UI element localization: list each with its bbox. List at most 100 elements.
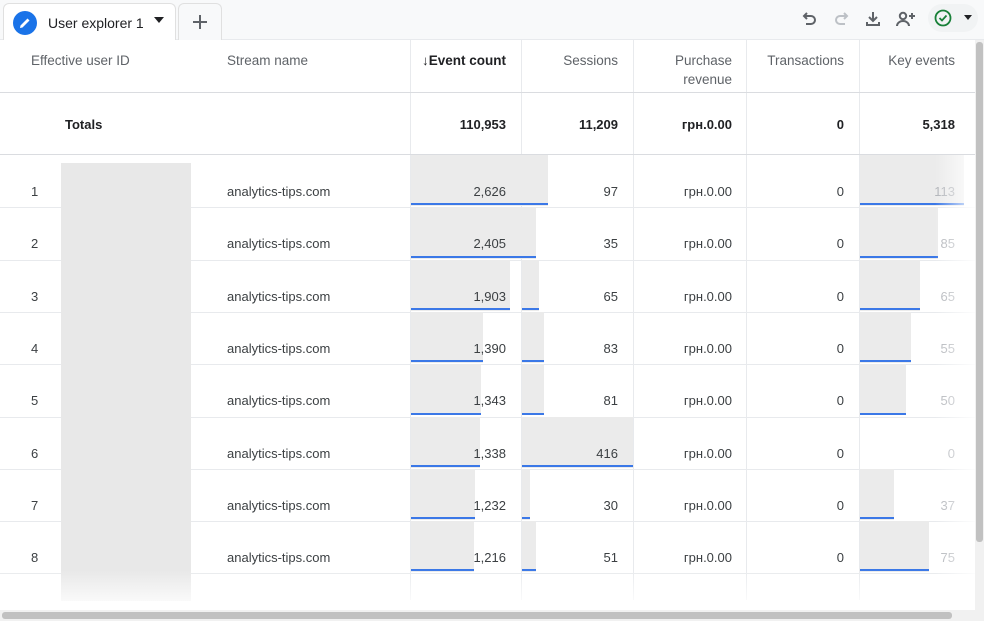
header-line: revenue [683,72,732,87]
sessions-value: 65 [603,288,618,304]
sessions-bar-line [522,307,539,310]
tab-bar: User explorer 1 [0,0,984,40]
stream-name[interactable]: analytics-tips.com [227,340,331,356]
event-count-bar [411,468,475,521]
add-tab-button[interactable] [178,3,222,40]
pencil-icon[interactable] [13,11,37,35]
column-header-sessions[interactable]: Sessions [563,53,618,68]
transactions-value: 0 [836,340,844,356]
key-events-bar-line [860,203,964,206]
status-menu-button[interactable] [928,4,978,32]
purchase-revenue-value: грн.0.00 [683,236,732,252]
row-index: 1 [31,184,39,199]
row-divider [0,521,975,522]
key-events-bar [860,259,920,311]
redo-button[interactable] [829,6,855,32]
stream-name[interactable]: analytics-tips.com [227,497,331,513]
plus-icon [193,15,207,29]
purchase-revenue-value: грн.0.00 [683,445,732,461]
horizontal-scrollbar-thumb[interactable] [2,612,952,619]
header-line: Purchase [674,53,732,68]
stream-name[interactable]: analytics-tips.com [227,550,331,566]
column-divider [859,40,860,600]
sessions-bar-line [522,203,548,206]
totals-sessions: 11,209 [578,117,618,132]
undo-button[interactable] [796,6,822,32]
check-circle-icon [934,9,952,27]
totals-transactions: 0 [836,117,844,132]
sessions-value: 97 [603,184,618,199]
transactions-value: 0 [836,236,844,252]
redacted-user-ids [61,163,191,601]
stream-name[interactable]: analytics-tips.com [227,445,331,461]
column-header-event-count[interactable]: ↓Event count [421,53,506,68]
download-button[interactable] [860,6,886,32]
column-header-transactions[interactable]: Transactions [767,53,844,68]
stream-name[interactable]: analytics-tips.com [227,288,331,304]
sessions-bar-line [522,360,544,363]
purchase-revenue-value: грн.0.00 [683,288,732,304]
row-divider [0,364,975,365]
event-count-bar-line [411,360,483,363]
sessions-value: 83 [603,340,618,356]
tab-label: User explorer 1 [48,15,144,31]
column-header-user-id[interactable]: Effective user ID [31,53,130,68]
totals-divider [0,154,975,155]
event-count-bar [411,311,483,364]
stream-name[interactable]: analytics-tips.com [227,393,331,409]
column-divider [410,40,411,600]
row-index: 2 [31,236,39,252]
sessions-bar [522,155,548,207]
transactions-value: 0 [836,497,844,513]
row-index: 4 [31,340,39,356]
event-count-value: 1,338 [473,445,506,461]
key-events-bar [860,207,938,259]
event-count-value: 1,390 [473,340,506,356]
column-divider [746,40,747,600]
key-events-bar [860,311,911,364]
event-count-bar [411,207,536,259]
column-header-key-events[interactable]: Key events [888,53,955,68]
sessions-bar [522,416,633,468]
key-events-bar-line [860,255,938,258]
sessions-bar-line [522,412,544,415]
vertical-scrollbar-thumb[interactable] [976,42,983,542]
column-header-purchase-revenue[interactable]: Purchase revenue [633,51,732,89]
horizontal-scrollbar[interactable] [0,610,984,621]
row-index: 5 [31,393,39,409]
totals-key-events: 5,318 [922,117,955,132]
transactions-value: 0 [836,550,844,566]
totals-label: Totals [65,117,103,132]
sessions-bar [522,207,531,259]
row-index: 6 [31,445,39,461]
chevron-down-icon[interactable] [154,17,164,23]
sessions-bar-line [522,517,530,520]
stream-name[interactable]: analytics-tips.com [227,236,331,252]
sessions-value: 30 [603,497,618,513]
sessions-bar [522,364,544,416]
event-count-value: 1,232 [473,497,506,513]
stream-name[interactable]: analytics-tips.com [227,184,331,199]
totals-event-count: 110,953 [459,117,506,132]
tab-user-explorer[interactable]: User explorer 1 [3,3,176,40]
sessions-bar [522,468,530,521]
event-count-bar-line [411,517,475,520]
header-divider [0,92,975,93]
sessions-value: 81 [603,393,618,409]
key-events-bar [860,468,894,521]
column-header-stream[interactable]: Stream name [227,53,309,68]
event-count-bar [411,364,481,416]
share-button[interactable] [893,6,919,32]
overflow-fade [0,570,975,610]
sessions-value: 51 [603,550,618,566]
column-divider [633,40,634,600]
redo-icon [835,12,849,25]
key-events-bar-line [860,307,920,310]
key-events-bar-line [860,360,911,363]
sessions-value: 35 [603,236,618,252]
sessions-bar [522,311,544,364]
column-divider [521,40,522,600]
event-count-value: 1,903 [473,288,506,304]
vertical-scrollbar[interactable] [975,40,984,612]
row-divider [0,312,975,313]
